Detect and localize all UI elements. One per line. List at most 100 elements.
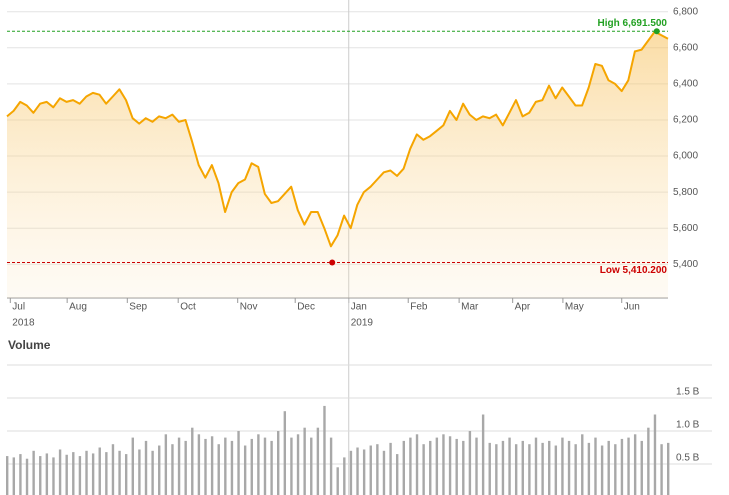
area: [7, 31, 668, 298]
volume-bar: [78, 456, 82, 495]
volume-bar: [310, 437, 313, 495]
volume-bar: [567, 440, 571, 495]
volume-bar: [316, 427, 320, 495]
y-tick-label: 0.5 B: [676, 453, 700, 464]
volume-bar: [501, 440, 505, 495]
volume-bar: [52, 457, 55, 495]
volume-bar: [25, 458, 29, 495]
volume-bar: [448, 436, 452, 495]
volume-bar: [594, 437, 597, 495]
volume-bar: [667, 442, 670, 495]
volume-bar: [389, 442, 392, 495]
annotation-label: Low 5,410.200: [600, 265, 668, 276]
volume-bar: [429, 440, 432, 495]
volume-bar: [151, 450, 154, 495]
volume-bar: [409, 437, 412, 495]
volume-bar: [435, 437, 439, 495]
volume-bar: [6, 456, 9, 495]
volume-bar: [607, 440, 610, 495]
volume-bar: [554, 445, 558, 495]
volume-bar: [521, 440, 524, 495]
y-tick-label: 6,000: [673, 151, 698, 162]
x-tick-label: Oct: [180, 302, 196, 313]
volume-bar: [488, 442, 491, 495]
volume-bar: [204, 438, 207, 495]
volume-bar: [32, 450, 35, 495]
volume-bar: [415, 434, 419, 495]
volume-bar: [369, 445, 372, 495]
x-tick-label: Mar: [461, 302, 479, 313]
volume-bar: [395, 454, 399, 495]
x-tick-label: Jul: [12, 302, 25, 313]
volume-bar: [343, 457, 346, 495]
x-tick-label: Jan: [351, 302, 367, 313]
volume-bar: [243, 445, 247, 495]
annotation-label: High 6,691.500: [598, 18, 668, 29]
volume-bar: [19, 454, 22, 495]
volume-bar: [356, 447, 359, 495]
x-tick-label: Apr: [515, 302, 531, 313]
volume-bar: [349, 450, 353, 495]
volume-bar: [329, 437, 333, 495]
volume-bar: [296, 434, 300, 495]
volume-bar: [362, 449, 366, 495]
volume-bar: [58, 449, 62, 495]
volume-bar: [85, 450, 88, 495]
volume-bar: [581, 434, 584, 495]
volume-bar: [382, 450, 386, 495]
volume-bar: [91, 453, 95, 495]
volume-bar: [124, 454, 128, 495]
volume-bar: [250, 438, 253, 495]
volume-bar: [177, 437, 181, 495]
volume-bar: [528, 444, 531, 495]
volume-bar: [548, 440, 551, 495]
volume-bar: [508, 437, 511, 495]
volume-bar: [468, 431, 472, 495]
volume-bar: [495, 444, 498, 495]
volume-bar: [600, 445, 604, 495]
volume-bar: [541, 442, 544, 495]
volume-bar: [277, 431, 280, 495]
volume-bar: [640, 440, 643, 495]
y-tick-label: 5,600: [673, 223, 698, 234]
y-tick-label: 1.5 B: [676, 387, 700, 398]
volume-bar: [534, 437, 538, 495]
volume-bar: [111, 444, 115, 495]
annotation-dot: [329, 259, 336, 266]
y-tick-label: 1.0 B: [676, 420, 700, 431]
volume-bar: [45, 453, 49, 495]
volume-bar: [422, 444, 425, 495]
y-tick-label: 5,400: [673, 259, 698, 270]
volume-bar: [98, 447, 101, 495]
volume-bar: [72, 452, 75, 495]
volume-bar: [442, 434, 445, 495]
volume-bar: [118, 450, 121, 495]
volume-bar: [257, 434, 260, 495]
volume-bar: [105, 452, 108, 495]
x-tick-label: Dec: [297, 302, 315, 313]
volume-bar: [303, 427, 306, 495]
volume-bar: [210, 436, 214, 495]
volume-bar: [131, 437, 134, 495]
year-label: 2019: [351, 318, 374, 329]
volume-bar: [633, 434, 637, 495]
volume-bar: [138, 449, 141, 495]
volume-bar: [39, 456, 42, 495]
volume-bar: [614, 444, 617, 495]
volume-title: Volume: [8, 338, 51, 352]
volume-bar: [620, 438, 624, 495]
y-tick-label: 6,400: [673, 79, 698, 90]
volume-bar: [290, 437, 293, 495]
x-tick-label: Jun: [624, 302, 640, 313]
y-tick-label: 6,800: [673, 6, 698, 17]
x-tick-label: Aug: [69, 302, 87, 313]
volume-bar: [283, 411, 287, 495]
annotation-dot: [653, 28, 660, 35]
volume-bar: [270, 440, 273, 495]
volume-bar: [376, 444, 379, 495]
volume-bar: [660, 444, 663, 495]
volume-bar: [627, 437, 630, 495]
volume-bar: [481, 414, 485, 495]
volume-bar: [237, 431, 240, 495]
